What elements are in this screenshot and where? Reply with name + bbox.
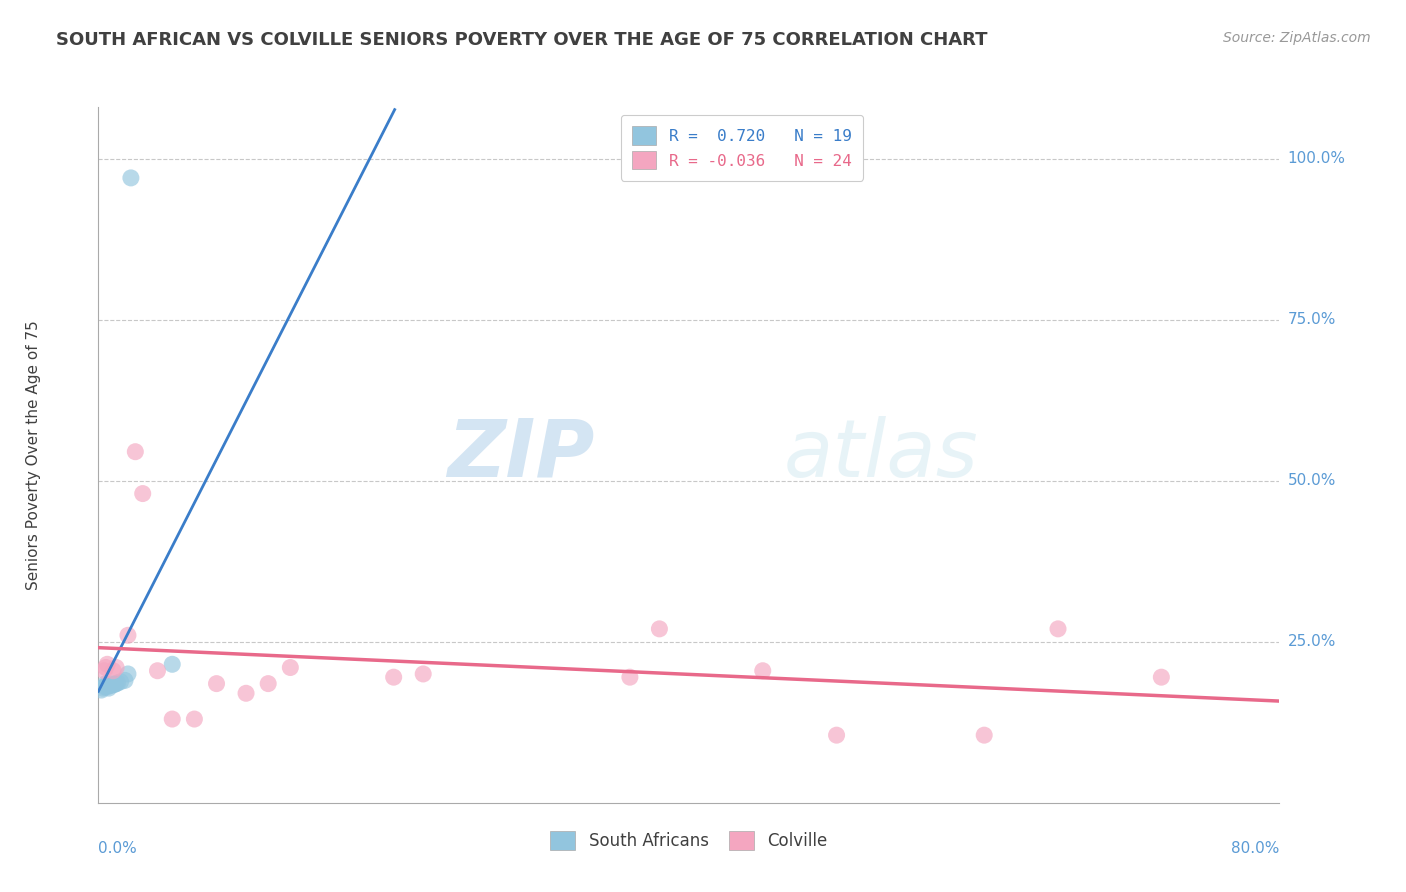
Point bbox=[132, 486, 155, 500]
Point bbox=[97, 678, 120, 692]
Text: 75.0%: 75.0% bbox=[1288, 312, 1336, 327]
Point bbox=[107, 676, 129, 690]
Point bbox=[90, 683, 112, 698]
Point bbox=[973, 728, 995, 742]
Legend: South Africans, Colville: South Africans, Colville bbox=[544, 824, 834, 857]
Point bbox=[751, 664, 773, 678]
Text: 0.0%: 0.0% bbox=[98, 841, 138, 856]
Point bbox=[103, 678, 125, 692]
Text: atlas: atlas bbox=[783, 416, 979, 494]
Point bbox=[105, 660, 128, 674]
Point bbox=[1150, 670, 1173, 684]
Point bbox=[94, 679, 117, 693]
Text: 50.0%: 50.0% bbox=[1288, 473, 1336, 488]
Point bbox=[124, 444, 146, 458]
Point bbox=[1046, 622, 1069, 636]
Point bbox=[96, 657, 118, 672]
Point bbox=[382, 670, 405, 684]
Point bbox=[93, 664, 115, 678]
Text: Seniors Poverty Over the Age of 75: Seniors Poverty Over the Age of 75 bbox=[25, 320, 41, 590]
Point bbox=[278, 660, 302, 674]
Point bbox=[94, 660, 117, 674]
Text: 100.0%: 100.0% bbox=[1288, 151, 1346, 166]
Point bbox=[162, 712, 183, 726]
Point bbox=[146, 664, 169, 678]
Point bbox=[94, 676, 117, 690]
Text: ZIP: ZIP bbox=[447, 416, 595, 494]
Point bbox=[93, 680, 115, 694]
Point bbox=[97, 681, 120, 695]
Point bbox=[98, 679, 121, 693]
Point bbox=[104, 677, 127, 691]
Text: SOUTH AFRICAN VS COLVILLE SENIORS POVERTY OVER THE AGE OF 75 CORRELATION CHART: SOUTH AFRICAN VS COLVILLE SENIORS POVERT… bbox=[56, 31, 988, 49]
Text: 25.0%: 25.0% bbox=[1288, 634, 1336, 649]
Point bbox=[103, 664, 125, 678]
Point bbox=[205, 676, 228, 690]
Point bbox=[110, 674, 132, 689]
Text: 80.0%: 80.0% bbox=[1232, 841, 1279, 856]
Point bbox=[825, 728, 848, 742]
Point bbox=[117, 667, 139, 681]
Point bbox=[648, 622, 671, 636]
Point bbox=[412, 667, 434, 681]
Point bbox=[100, 676, 122, 690]
Point bbox=[162, 657, 183, 672]
Point bbox=[235, 686, 257, 700]
Point bbox=[257, 676, 280, 690]
Point bbox=[114, 673, 136, 688]
Point bbox=[120, 170, 142, 185]
Point bbox=[117, 628, 139, 642]
Point bbox=[183, 712, 205, 726]
Point bbox=[91, 681, 114, 695]
Point bbox=[619, 670, 641, 684]
Point bbox=[105, 676, 128, 690]
Point bbox=[96, 680, 118, 694]
Text: Source: ZipAtlas.com: Source: ZipAtlas.com bbox=[1223, 31, 1371, 45]
